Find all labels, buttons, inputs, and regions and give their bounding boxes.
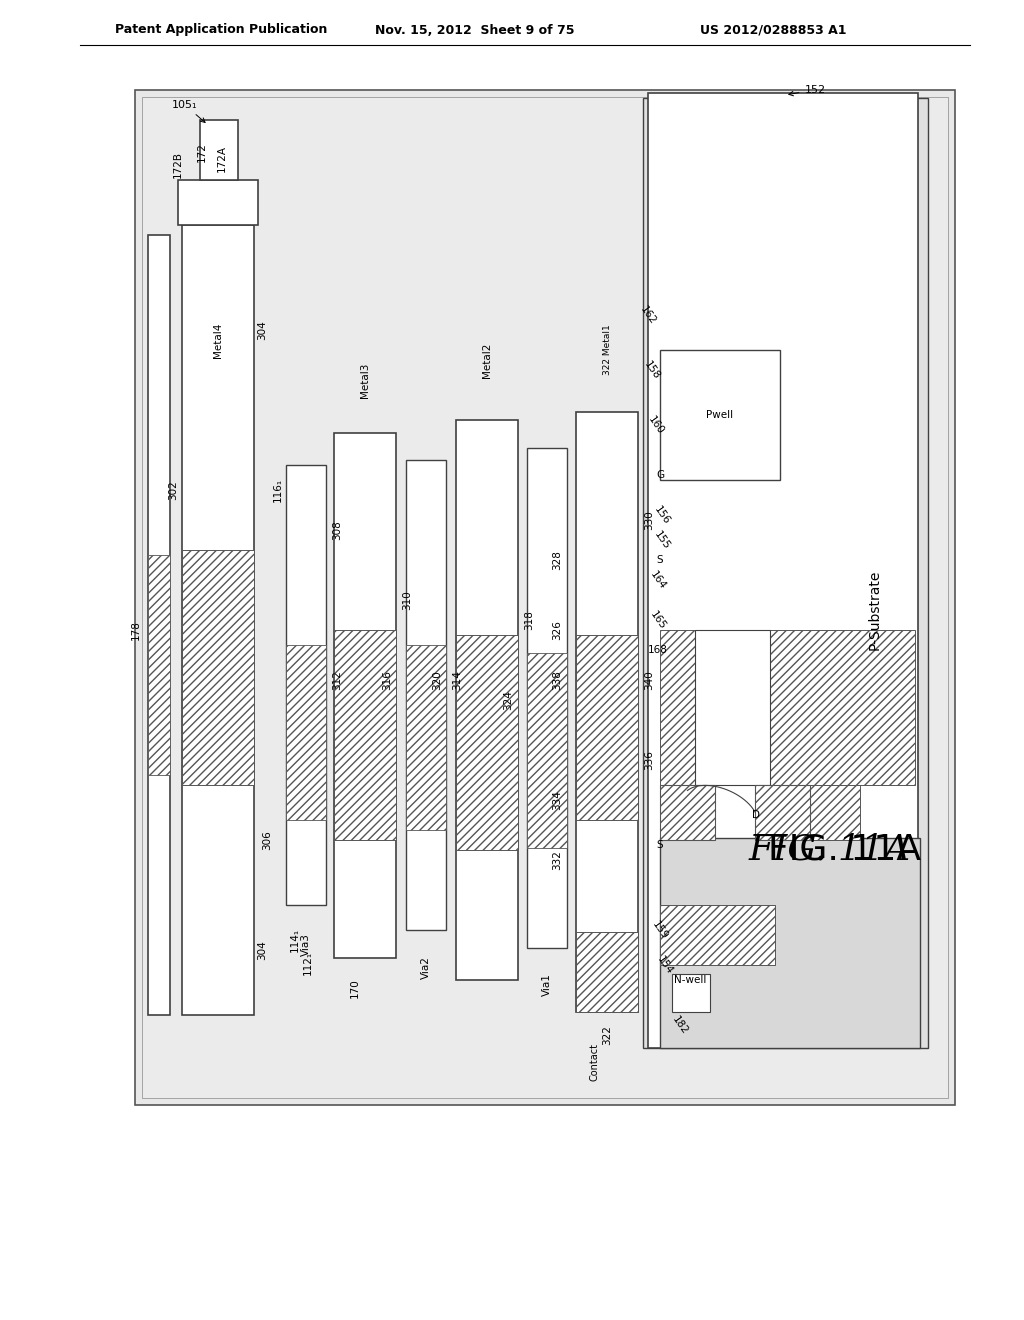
Text: Via1: Via1	[542, 974, 552, 997]
Bar	[575, 932, 638, 1012]
Bar	[660, 350, 780, 480]
Text: FIG. 11A: FIG. 11A	[749, 833, 911, 867]
Bar	[527, 447, 567, 948]
Text: Metal4: Metal4	[213, 322, 223, 358]
Bar	[575, 412, 638, 1012]
Text: 112₁: 112₁	[303, 950, 313, 975]
Text: Patent Application Publication: Patent Application Publication	[115, 24, 328, 37]
Bar	[672, 974, 710, 1012]
Bar	[406, 459, 446, 931]
Text: S: S	[656, 554, 664, 565]
Text: Nov. 15, 2012  Sheet 9 of 75: Nov. 15, 2012 Sheet 9 of 75	[375, 24, 574, 37]
Text: 114₁: 114₁	[290, 928, 300, 952]
Text: 336: 336	[644, 750, 654, 770]
Bar	[643, 98, 928, 1048]
Text: 162: 162	[638, 304, 657, 326]
Bar	[148, 554, 170, 775]
Text: D: D	[752, 810, 760, 820]
Bar	[200, 120, 238, 180]
Text: 322: 322	[602, 1026, 612, 1045]
Text: 324: 324	[503, 690, 513, 710]
Text: Contact: Contact	[590, 1043, 600, 1081]
Text: 172A: 172A	[217, 144, 227, 172]
Text: 314: 314	[452, 671, 462, 690]
Text: 302: 302	[168, 480, 178, 500]
Text: Pwell: Pwell	[707, 411, 733, 420]
Text: US 2012/0288853 A1: US 2012/0288853 A1	[700, 24, 847, 37]
Bar	[527, 653, 567, 847]
Text: 164: 164	[648, 569, 668, 591]
Text: 182: 182	[670, 1014, 690, 1036]
Text: Metal3: Metal3	[360, 362, 370, 397]
Bar	[334, 433, 396, 958]
Text: 312: 312	[332, 671, 342, 690]
Text: 170: 170	[350, 978, 360, 998]
Bar	[456, 420, 518, 979]
Bar	[456, 635, 518, 850]
Text: 154: 154	[655, 954, 675, 975]
Text: 165: 165	[648, 609, 668, 631]
Text: 105₁: 105₁	[172, 100, 205, 123]
Text: 320: 320	[432, 671, 442, 690]
Text: 168: 168	[648, 645, 668, 655]
Text: 340: 340	[644, 671, 654, 690]
Text: 159: 159	[650, 919, 670, 941]
Bar	[695, 630, 770, 785]
Bar	[142, 96, 948, 1098]
Bar	[148, 235, 170, 1015]
Text: 178: 178	[131, 620, 141, 640]
Bar	[648, 92, 918, 1048]
Bar	[660, 906, 775, 965]
Text: Via2: Via2	[421, 957, 431, 979]
Text: 306: 306	[262, 830, 272, 850]
Text: 328: 328	[552, 550, 562, 570]
Bar	[182, 550, 254, 785]
Bar	[135, 90, 955, 1105]
Text: FIG. 11A: FIG. 11A	[768, 833, 922, 867]
Text: Metal2: Metal2	[482, 342, 492, 378]
Text: 338: 338	[552, 671, 562, 690]
Bar	[660, 630, 915, 785]
Text: Via3: Via3	[301, 933, 311, 957]
Text: 158: 158	[642, 359, 662, 381]
Bar	[334, 630, 396, 840]
Text: 330: 330	[644, 510, 654, 529]
Text: 316: 316	[382, 671, 392, 690]
Text: 304: 304	[257, 940, 267, 960]
Text: 155: 155	[652, 529, 672, 550]
Bar	[660, 838, 920, 1048]
Bar	[755, 785, 810, 840]
Bar	[406, 645, 446, 830]
Text: 308: 308	[332, 520, 342, 540]
Text: 156: 156	[652, 504, 672, 525]
Bar	[575, 635, 638, 820]
Bar	[182, 224, 254, 1015]
Text: 322 Metal1: 322 Metal1	[602, 325, 611, 375]
Bar	[178, 180, 258, 224]
Text: 160: 160	[646, 414, 666, 436]
Bar	[800, 785, 860, 840]
Text: N-well: N-well	[674, 975, 707, 985]
Text: 172: 172	[197, 143, 207, 162]
Text: 334: 334	[552, 791, 562, 810]
Text: 116₁: 116₁	[273, 478, 283, 502]
Bar	[286, 645, 326, 820]
Text: 152: 152	[788, 84, 825, 96]
Text: S: S	[656, 840, 664, 850]
Bar	[286, 465, 326, 906]
Text: 326: 326	[552, 620, 562, 640]
Bar	[660, 785, 715, 840]
Text: 332: 332	[552, 850, 562, 870]
Text: 310: 310	[402, 590, 412, 610]
Text: 318: 318	[524, 610, 534, 630]
Text: 172B: 172B	[173, 152, 183, 178]
Text: P-Substrate: P-Substrate	[868, 570, 882, 651]
Text: 304: 304	[257, 321, 267, 339]
Text: G: G	[656, 470, 664, 480]
